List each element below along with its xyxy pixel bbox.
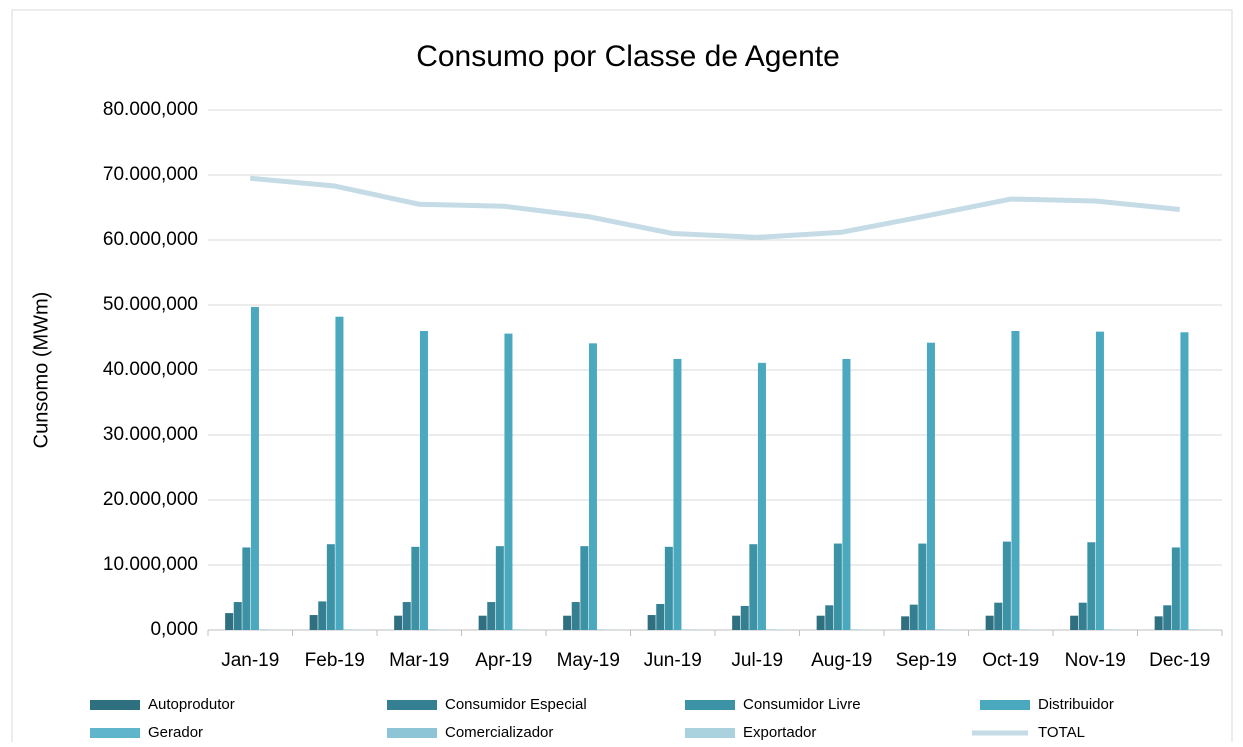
bar — [741, 606, 749, 630]
bar — [394, 616, 402, 630]
x-tick-label: Sep-19 — [896, 650, 957, 671]
legend-label: TOTAL — [1038, 724, 1085, 741]
legend-label: Consumidor Especial — [445, 696, 587, 713]
y-tick-label: 50.000,000 — [103, 294, 198, 315]
y-tick-label: 20.000,000 — [103, 489, 198, 510]
bar — [1003, 542, 1011, 630]
legend-swatch — [685, 700, 735, 710]
x-tick-label: Aug-19 — [811, 650, 872, 671]
bar — [825, 605, 833, 630]
legend-swatch — [90, 700, 140, 710]
bar — [589, 343, 597, 630]
bar — [420, 331, 428, 630]
bar — [335, 317, 343, 630]
bar — [817, 616, 825, 630]
legend-label: Comercializador — [445, 724, 553, 741]
legend-label: Exportador — [743, 724, 816, 741]
bar — [1087, 542, 1095, 630]
bar — [572, 602, 580, 630]
legend-label: Distribuidor — [1038, 696, 1114, 713]
bar — [732, 616, 740, 630]
y-tick-label: 60.000,000 — [103, 229, 198, 250]
bar — [758, 363, 766, 630]
bar — [665, 547, 673, 630]
x-tick-label: Oct-19 — [982, 650, 1039, 671]
bar — [1172, 547, 1180, 630]
x-tick-label: Dec-19 — [1149, 650, 1210, 671]
legend-label: Consumidor Livre — [743, 696, 861, 713]
bar — [1180, 332, 1188, 630]
legend-swatch — [980, 700, 1030, 710]
legend-label: Autoprodutor — [148, 696, 235, 713]
legend-label: Gerador — [148, 724, 203, 741]
x-tick-label: May-19 — [557, 650, 620, 671]
bar — [225, 613, 233, 630]
bar — [310, 615, 318, 630]
chart-title: Consumo por Classe de Agente — [416, 40, 840, 73]
x-tick-label: Nov-19 — [1065, 650, 1126, 671]
bar — [504, 334, 512, 630]
bar — [656, 604, 664, 630]
bar — [918, 544, 926, 630]
bar — [242, 547, 250, 630]
bar — [927, 343, 935, 630]
bar — [994, 603, 1002, 630]
legend-swatch — [685, 728, 735, 738]
bar — [986, 616, 994, 630]
bar — [842, 359, 850, 630]
x-tick-label: Feb-19 — [305, 650, 365, 671]
bar — [403, 602, 411, 630]
x-tick-label: Jun-19 — [644, 650, 702, 671]
bar — [496, 546, 504, 630]
bar — [411, 547, 419, 630]
bar — [648, 615, 656, 630]
y-tick-label: 70.000,000 — [103, 164, 198, 185]
legend-swatch — [90, 728, 140, 738]
y-tick-label: 10.000,000 — [103, 554, 198, 575]
bar — [910, 605, 918, 630]
bar — [901, 616, 909, 630]
y-tick-label: 80.000,000 — [103, 99, 198, 120]
bar — [318, 601, 326, 630]
x-tick-label: Apr-19 — [475, 650, 532, 671]
bar — [487, 602, 495, 630]
legend-swatch — [387, 728, 437, 738]
bar — [1079, 603, 1087, 630]
x-tick-label: Jul-19 — [731, 650, 783, 671]
bar — [563, 616, 571, 630]
bar — [749, 544, 757, 630]
y-tick-label: 40.000,000 — [103, 359, 198, 380]
bar — [673, 359, 681, 630]
bar — [234, 602, 242, 630]
bar — [251, 307, 259, 630]
bar — [1155, 616, 1163, 630]
bar — [1011, 331, 1019, 630]
bar — [1163, 605, 1171, 630]
bar — [1070, 616, 1078, 630]
bar — [327, 544, 335, 630]
bar — [1096, 332, 1104, 630]
bar — [580, 546, 588, 630]
bar — [479, 616, 487, 630]
x-tick-label: Jan-19 — [221, 650, 279, 671]
bar — [834, 544, 842, 630]
y-tick-label: 0,000 — [150, 619, 198, 640]
legend-swatch — [387, 700, 437, 710]
y-axis-label: Cunsomo (MWm) — [30, 292, 52, 449]
y-tick-label: 30.000,000 — [103, 424, 198, 445]
x-tick-label: Mar-19 — [389, 650, 449, 671]
